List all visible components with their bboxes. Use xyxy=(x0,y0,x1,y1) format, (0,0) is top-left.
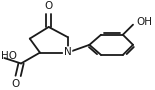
Text: HO: HO xyxy=(1,51,17,61)
Text: OH: OH xyxy=(137,17,153,27)
Text: O: O xyxy=(12,79,20,89)
Text: N: N xyxy=(64,47,71,57)
Text: O: O xyxy=(44,1,53,11)
